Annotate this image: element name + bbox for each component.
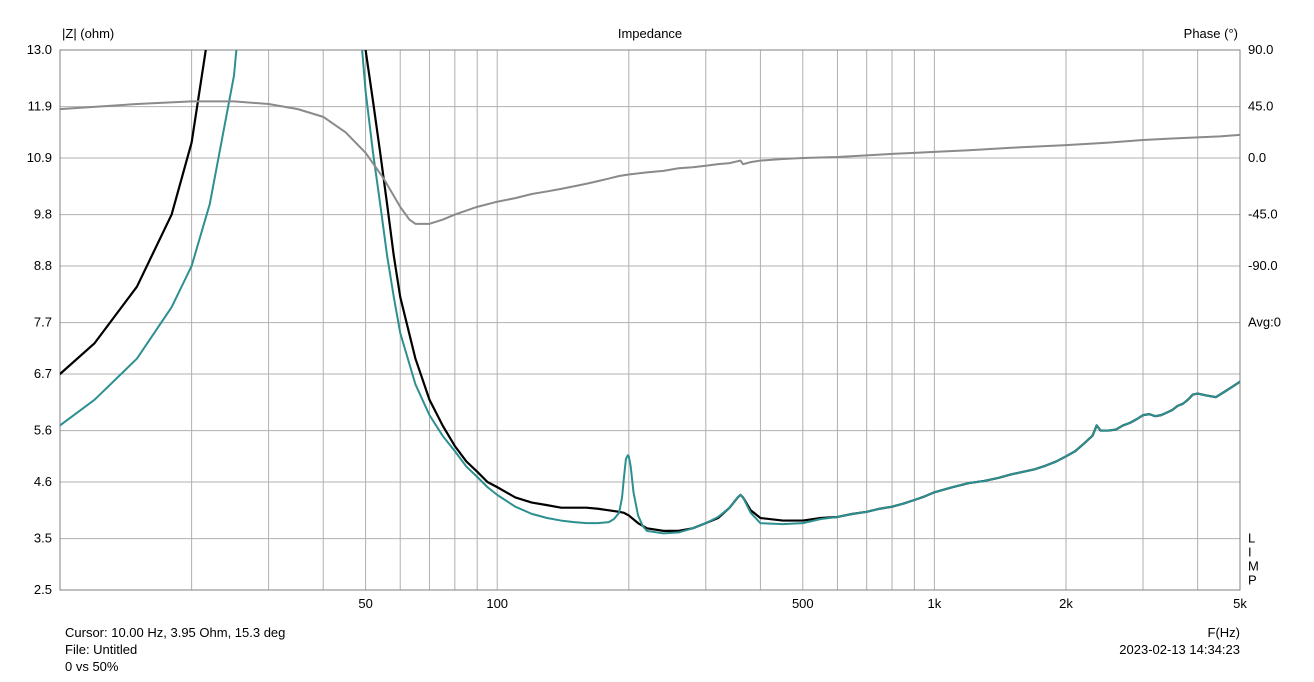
x-tick: 5k xyxy=(1233,596,1247,611)
y-left-tick: 8.8 xyxy=(34,258,52,273)
y-left-label: |Z| (ohm) xyxy=(62,26,114,41)
y-left-tick: 6.7 xyxy=(34,366,52,381)
y-right-label: Phase (°) xyxy=(1184,26,1238,41)
y-right-tick: 90.0 xyxy=(1248,42,1273,57)
x-tick: 100 xyxy=(486,596,508,611)
y-left-tick: 5.6 xyxy=(34,423,52,438)
y-left-tick: 9.8 xyxy=(34,207,52,222)
file-label: File: Untitled xyxy=(65,642,137,657)
compare-label: 0 vs 50% xyxy=(65,659,118,674)
y-left-tick: 4.6 xyxy=(34,474,52,489)
x-tick: 500 xyxy=(792,596,814,611)
chart-svg: Impedance |Z| (ohm) Phase (°) 13.0 11.9 10.9 9… xyxy=(0,0,1314,682)
cursor-readout: Cursor: 10.00 Hz, 3.95 Ohm, 15.3 deg xyxy=(65,625,285,640)
y-right-tick: 45.0 xyxy=(1248,99,1273,114)
y-left-tick: 3.5 xyxy=(34,531,52,546)
y-right-tick: -45.0 xyxy=(1248,207,1278,222)
x-tick: 1k xyxy=(928,596,942,611)
y-left-tick: 7.7 xyxy=(34,315,52,330)
limp-label: M xyxy=(1248,559,1259,574)
limp-label: P xyxy=(1248,573,1257,588)
x-tick: 50 xyxy=(358,596,372,611)
x-axis-label: F(Hz) xyxy=(1208,625,1241,640)
y-left-tick: 2.5 xyxy=(34,582,52,597)
y-right-tick: 0.0 xyxy=(1248,150,1266,165)
x-tick: 2k xyxy=(1059,596,1073,611)
y-left-tick: 10.9 xyxy=(27,150,52,165)
chart-title: Impedance xyxy=(618,26,682,41)
y-left-tick: 13.0 xyxy=(27,42,52,57)
y-right-tick: -90.0 xyxy=(1248,258,1278,273)
impedance-chart: Impedance |Z| (ohm) Phase (°) 13.0 11.9 10.9 9… xyxy=(0,0,1314,682)
avg-label: Avg:0 xyxy=(1248,315,1281,330)
y-left-tick: 11.9 xyxy=(28,99,52,114)
timestamp-label: 2023-02-13 14:34:23 xyxy=(1119,642,1240,657)
limp-label: L xyxy=(1248,531,1255,546)
limp-label: I xyxy=(1248,545,1252,560)
